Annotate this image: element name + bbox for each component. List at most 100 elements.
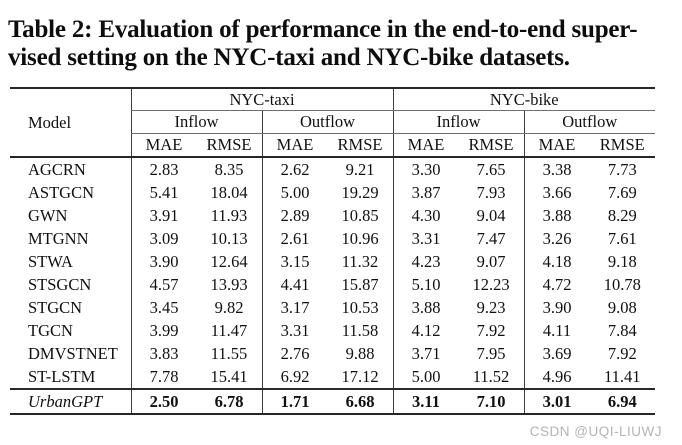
model-name: ASTGCN — [28, 182, 95, 202]
metric-cell: 15.87 — [341, 274, 379, 294]
metric-header: RMSE — [327, 133, 394, 158]
metric-cell: 8.35 — [214, 159, 244, 179]
metric-cell: 3.88 — [392, 296, 459, 319]
metric-cell: 5.00 — [392, 365, 459, 389]
metric-cell: 10.78 — [603, 274, 641, 294]
metric-cell: 6.92 — [261, 365, 328, 389]
table-row: GWN 3.91 11.93 2.89 10.85 4.30 9.04 3.88… — [10, 204, 655, 227]
metric-cell: 3.11 — [392, 388, 459, 414]
metric-cell: 10.85 — [341, 205, 379, 225]
metric-cell: 6.78 — [196, 388, 262, 414]
metric-cell: 9.04 — [476, 205, 506, 225]
metric-cell: 11.41 — [604, 366, 641, 386]
metric-cell: 3.01 — [523, 388, 590, 414]
metric-cell: 9.82 — [214, 297, 244, 317]
table-row: ASTGCN 5.41 18.04 5.00 19.29 3.87 7.93 3… — [10, 181, 655, 204]
metric-cell: 3.45 — [130, 296, 197, 319]
metric-cell: 11.32 — [341, 251, 379, 271]
table-row-urbangpt: UrbanGPT 2.50 6.78 1.71 6.68 3.11 7.10 3… — [10, 388, 656, 414]
metric-cell: 7.69 — [607, 182, 637, 202]
model-name: DMVSTNET — [28, 343, 118, 363]
metric-cell: 6.68 — [327, 388, 394, 414]
metric-cell: 10.13 — [210, 228, 248, 248]
metric-cell: 3.17 — [261, 296, 328, 319]
metric-cell: 3.09 — [130, 227, 197, 250]
table-row: TGCN 3.99 11.47 3.31 11.58 4.12 7.92 4.1… — [10, 319, 655, 342]
metric-cell: 11.55 — [210, 343, 248, 363]
metric-cell: 3.26 — [523, 227, 590, 250]
metric-cell: 9.07 — [476, 251, 506, 271]
metric-cell: 4.11 — [523, 319, 590, 342]
metric-cell: 9.08 — [607, 297, 637, 317]
metric-cell: 3.69 — [523, 342, 590, 365]
model-name: UrbanGPT — [10, 388, 131, 414]
table-row: STWA 3.90 12.64 3.15 11.32 4.23 9.07 4.1… — [10, 250, 655, 273]
dataset-header-nyc-bike: NYC-bike — [392, 88, 656, 111]
model-name: MTGNN — [28, 228, 89, 248]
metric-cell: 3.90 — [130, 250, 197, 273]
metric-header: MAE — [130, 133, 197, 158]
metric-cell: 7.65 — [476, 159, 506, 179]
metric-cell: 3.30 — [392, 157, 459, 181]
header-row-metrics: MAE RMSE MAE RMSE MAE RMSE MAE RMSE — [10, 133, 656, 158]
metric-cell: 11.47 — [210, 320, 248, 340]
metric-cell: 4.72 — [523, 273, 590, 296]
caption-line-2: vised setting on the NYC-taxi and NYC-bi… — [8, 44, 570, 71]
dataset-header-nyc-taxi: NYC-taxi — [130, 88, 394, 111]
metric-cell: 11.52 — [472, 366, 510, 386]
metric-cell: 12.23 — [472, 274, 510, 294]
table-row: AGCRN 2.83 8.35 2.62 9.21 3.30 7.65 3.38… — [10, 157, 655, 181]
model-name: TGCN — [28, 320, 73, 340]
metric-cell: 4.57 — [130, 273, 197, 296]
metric-header: RMSE — [196, 133, 262, 158]
metric-header: MAE — [523, 133, 590, 158]
metric-cell: 4.41 — [261, 273, 328, 296]
metric-cell: 4.23 — [392, 250, 459, 273]
metric-cell: 12.64 — [210, 251, 248, 271]
metric-cell: 3.31 — [261, 319, 328, 342]
model-name: STGCN — [28, 297, 83, 317]
metric-cell: 6.94 — [589, 388, 656, 414]
metric-cell: 3.88 — [523, 204, 590, 227]
metric-cell: 7.92 — [476, 320, 506, 340]
header-row-datasets: Model NYC-taxi NYC-bike — [10, 88, 656, 158]
caption-line-1: Table 2: Evaluation of performance in th… — [8, 16, 638, 43]
model-name: STSGCN — [28, 274, 92, 294]
model-name: GWN — [28, 205, 68, 225]
flow-header-bike-inflow: Inflow — [392, 110, 525, 134]
model-name: STWA — [28, 251, 73, 271]
metric-cell: 1.71 — [261, 388, 328, 414]
metric-cell: 9.18 — [607, 251, 637, 271]
metric-cell: 3.99 — [130, 319, 197, 342]
metric-cell: 7.61 — [607, 228, 637, 248]
metric-header: RMSE — [589, 133, 656, 158]
flow-header-bike-outflow: Outflow — [523, 110, 656, 134]
metric-header: MAE — [392, 133, 459, 158]
metric-cell: 3.83 — [130, 342, 197, 365]
metric-cell: 7.10 — [458, 388, 525, 414]
metric-cell: 4.30 — [392, 204, 459, 227]
metric-cell: 11.93 — [210, 205, 248, 225]
metric-cell: 3.15 — [261, 250, 328, 273]
results-table: Model NYC-taxi NYC-bike Inflow Outflow I… — [10, 87, 656, 415]
table-row: MTGNN 3.09 10.13 2.61 10.96 3.31 7.47 3.… — [10, 227, 655, 250]
metric-header: MAE — [261, 133, 328, 158]
metric-cell: 3.87 — [392, 181, 459, 204]
metric-cell: 7.78 — [130, 365, 197, 389]
table-row: STGCN 3.45 9.82 3.17 10.53 3.88 9.23 3.9… — [10, 296, 655, 319]
metric-cell: 10.96 — [341, 228, 379, 248]
model-name: AGCRN — [28, 159, 86, 179]
metric-cell: 4.12 — [392, 319, 459, 342]
metric-cell: 9.23 — [476, 297, 506, 317]
watermark: CSDN @UQI-LIUWJ — [529, 424, 662, 439]
metric-cell: 4.18 — [523, 250, 590, 273]
table-caption: Table 2: Evaluation of performance in th… — [8, 16, 678, 72]
flow-header-taxi-inflow: Inflow — [130, 110, 262, 134]
metric-cell: 15.41 — [210, 366, 248, 386]
metric-cell: 3.31 — [392, 227, 459, 250]
metric-cell: 18.04 — [210, 182, 248, 202]
metric-cell: 2.61 — [261, 227, 328, 250]
table-row: DMVSTNET 3.83 11.55 2.76 9.88 3.71 7.95 … — [10, 342, 655, 365]
metric-cell: 5.00 — [261, 181, 328, 204]
table-row: STSGCN 4.57 13.93 4.41 15.87 5.10 12.23 … — [10, 273, 655, 296]
